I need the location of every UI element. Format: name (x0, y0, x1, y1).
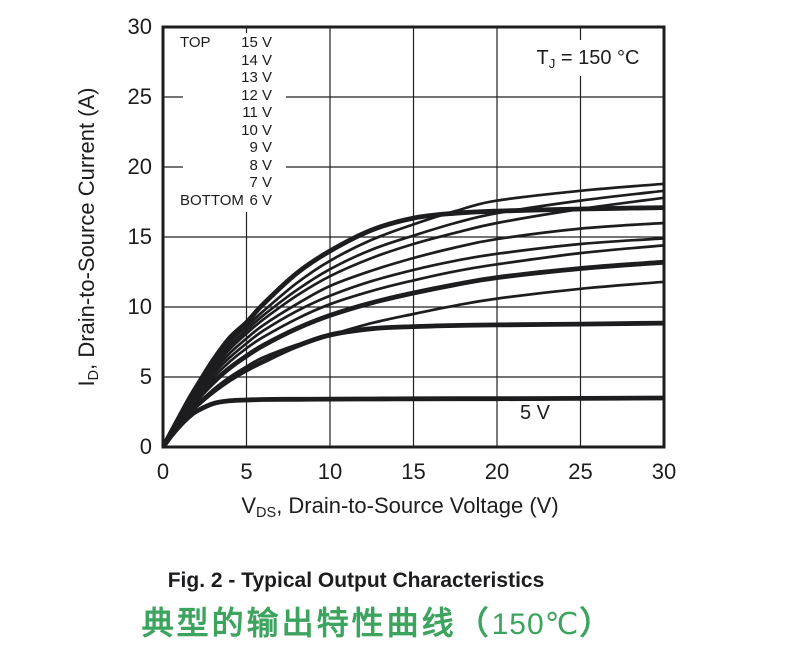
caption-zh-temp: 150℃ (491, 608, 580, 641)
legend-row: 11 V (174, 104, 286, 122)
legend-voltage: 14 V (241, 51, 272, 69)
legend-voltage: 15 V (241, 34, 272, 51)
legend-voltage: 9 V (249, 139, 272, 156)
x-tick-label-10: 10 (317, 459, 343, 484)
y-axis-symbol: I (74, 380, 99, 387)
legend-voltage: 10 V (241, 121, 272, 139)
y-tick-label-10: 10 (127, 294, 152, 319)
legend-prefix: BOTTOM (180, 191, 244, 209)
legend-voltage: 6 V (249, 191, 272, 209)
legend-row: 10 V (174, 122, 286, 140)
tj-symbol: T (536, 47, 549, 69)
y-tick-label-25: 25 (127, 84, 152, 109)
legend-voltage: 11 V (242, 104, 272, 121)
y-tick-label-0: 0 (139, 434, 152, 459)
y-tick-label-15: 15 (127, 224, 152, 249)
x-axis-subscript: DS (256, 505, 277, 522)
x-tick-label-0: 0 (156, 459, 170, 484)
legend-voltage: 8 V (249, 156, 272, 174)
legend-row: TOP 15 V (174, 34, 286, 52)
legend-row: BOTTOM 6 V (174, 192, 286, 210)
legend-row: 14 V (174, 52, 286, 70)
x-axis-symbol: V (241, 493, 257, 518)
caption-zh-close: ） (579, 605, 615, 641)
y-tick-label-30: 30 (127, 14, 152, 39)
caption-zh-main: 典型的输出特性曲线（ (141, 605, 492, 641)
x-tick-label-15: 15 (401, 459, 426, 484)
junction-temp-label: TJ = 150 °C (508, 46, 668, 72)
y-tick-label-5: 5 (139, 364, 152, 389)
tj-background (500, 40, 650, 76)
x-tick-label-20: 20 (484, 459, 510, 484)
y-axis-text: , Drain-to-Source Current (A) (74, 87, 99, 370)
legend-voltage: 13 V (241, 69, 272, 86)
tj-subscript: J (548, 55, 556, 71)
y-axis-subscript: D (86, 369, 103, 381)
tj-value: = 150 °C (555, 47, 640, 69)
legend-row: 9 V (174, 139, 286, 157)
y-axis-title: ID, Drain-to-Source Current (A) (73, 17, 103, 457)
curve-5v (163, 395, 664, 447)
x-tick-label-25: 25 (568, 459, 593, 484)
legend-row: 12 V (174, 87, 286, 105)
figure-caption-en: Fig. 2 - Typical Output Characteristics (167, 569, 545, 592)
x-axis-text: , Drain-to-Source Voltage (V) (276, 493, 559, 518)
figure-caption-zh: 典型的输出特性曲线（150℃） (0, 598, 756, 644)
y-tick-label-20: 20 (127, 154, 152, 179)
legend-voltage: 12 V (241, 86, 272, 104)
plot-border (161, 25, 666, 449)
output-characteristics-chart (161, 25, 666, 449)
x-tick-label-30: 30 (651, 459, 677, 484)
x-tick-label-5: 5 (240, 459, 253, 484)
legend-row: 8 V (174, 157, 286, 175)
legend-row: 13 V (174, 69, 286, 87)
legend-row: 7 V (174, 174, 286, 192)
legend-prefix: TOP (180, 34, 211, 51)
legend-background (183, 33, 286, 212)
vgs-5v-label: 5 V (519, 402, 551, 424)
x-axis-title: VDS, Drain-to-Source Voltage (V) (100, 492, 700, 523)
legend-voltage: 7 V (249, 174, 272, 191)
